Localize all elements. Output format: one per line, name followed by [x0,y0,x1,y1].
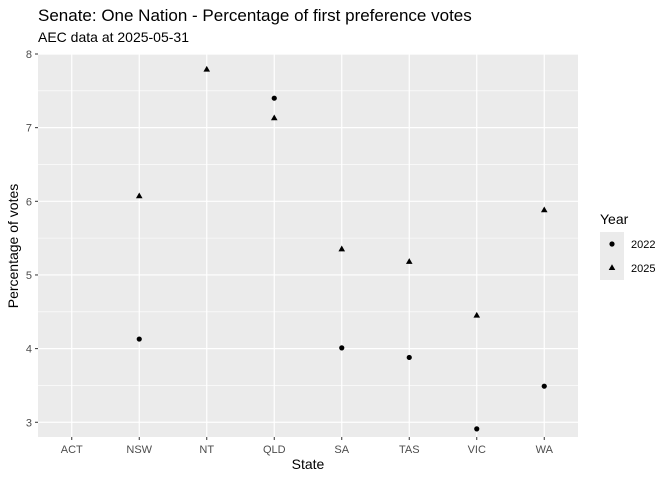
point-2022-NSW [136,336,142,342]
y-tick-label: 7 [26,123,32,135]
point-2025-SA [338,245,346,252]
legend: Year 2022 2025 [600,211,655,280]
point-2025-TAS [405,258,413,264]
point-2025-NT [203,65,211,72]
x-tick-label: WA [536,444,554,456]
x-axis-title: State [292,456,325,472]
x-axis-ticks: ACT NSW NT QLD SA TAS VIC WA [61,437,554,456]
legend-label-2025: 2025 [631,263,655,275]
point-2025-NSW [135,192,143,199]
legend-triangle-icon [608,264,616,270]
plot-panel [38,54,578,437]
y-tick-label: 5 [26,270,32,282]
grid-minor [38,90,578,386]
y-tick-label: 6 [26,196,32,208]
x-tick-label: NT [199,444,214,456]
legend-circle-icon [609,241,615,247]
x-tick-label: QLD [263,444,286,456]
y-tick-label: 8 [26,49,32,61]
chart-subtitle: AEC data at 2025-05-31 [38,29,189,45]
x-tick-label: SA [334,444,349,456]
y-axis-title: Percentage of votes [5,184,21,309]
point-2025-VIC [473,311,481,318]
y-axis-ticks: 3 4 5 6 7 8 [26,49,38,429]
point-2022-QLD [271,95,277,101]
y-tick-label: 4 [26,344,32,356]
legend-title: Year [600,211,629,227]
x-tick-label: ACT [61,444,83,456]
point-2025-WA [540,206,548,213]
point-2022-WA [541,383,547,389]
data-points [135,65,548,432]
point-2022-SA [339,345,345,351]
point-2025-QLD [270,114,278,121]
x-tick-label: TAS [399,444,420,456]
x-tick-label: NSW [126,444,152,456]
point-2022-VIC [474,426,480,432]
grid-major [38,53,578,437]
point-2022-TAS [406,354,412,361]
y-tick-label: 3 [26,417,32,429]
x-tick-label: VIC [468,444,486,456]
chart-title: Senate: One Nation - Percentage of first… [38,6,472,25]
legend-label-2022: 2022 [631,239,655,251]
